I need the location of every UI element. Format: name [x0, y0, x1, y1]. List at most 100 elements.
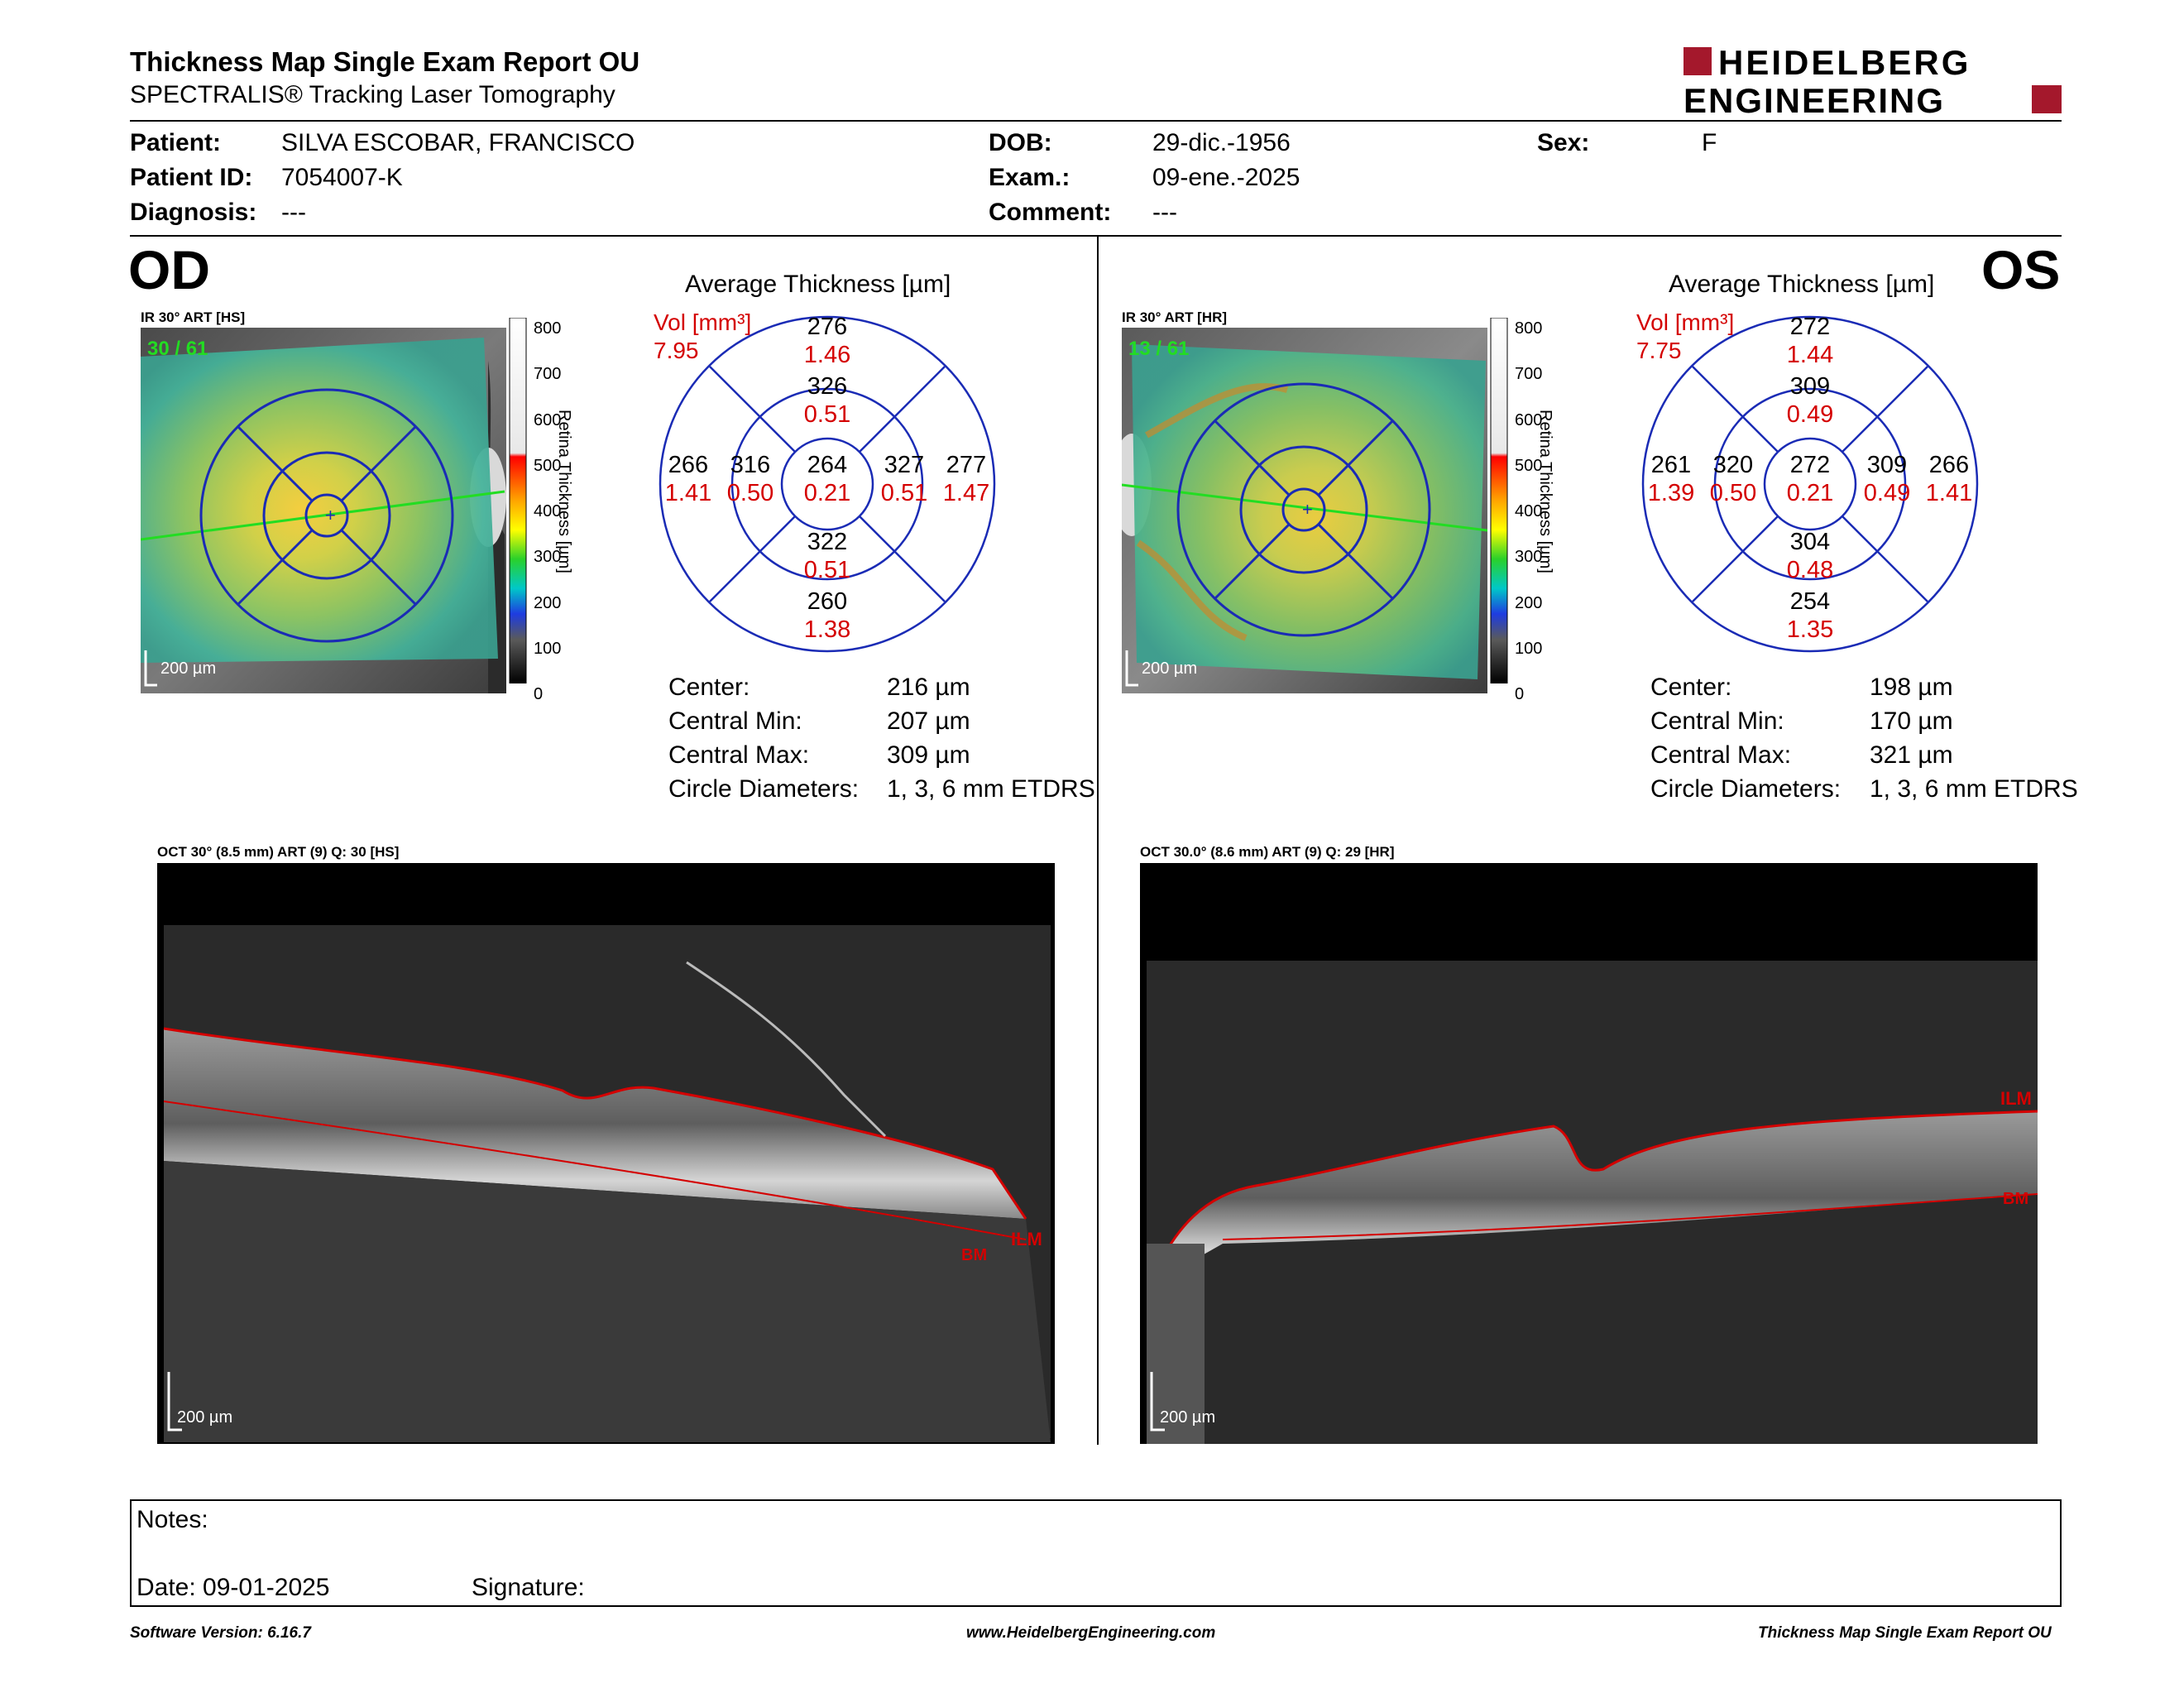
sector-outer-inf-os: 254 1.35	[1785, 587, 1835, 644]
volume-value: 0.21	[1786, 480, 1834, 506]
stat-label: Center:	[668, 674, 750, 701]
sector-center-od: 264 0.21	[801, 451, 854, 507]
eye-label-od: OD	[128, 239, 210, 300]
dob-value: 29-dic.-1956	[1152, 129, 1291, 156]
thickness-value: 326	[807, 373, 848, 400]
notes-box[interactable]: Notes: Date: 09-01-2025 Signature:	[130, 1499, 2062, 1607]
stat-label: Central Min:	[1650, 707, 1784, 735]
sector-outer-nas-od: 266 1.41	[662, 451, 715, 507]
sex-value: F	[1702, 129, 1717, 156]
etdrs-grid-od	[658, 314, 997, 654]
thickness-value: 272	[1789, 314, 1831, 340]
oct-scalebar-os: 200 µm	[1160, 1408, 1215, 1427]
colorbar-tick: 600	[534, 410, 562, 429]
volume-value: 0.51	[803, 557, 851, 583]
thickness-value: 260	[807, 588, 848, 615]
colorbar-tick: 800	[534, 319, 562, 338]
stat-value: 170 µm	[1870, 707, 1953, 735]
report-name-footer: Thickness Map Single Exam Report OU	[1758, 1624, 2052, 1642]
stats-labels-os: Center: Central Min: Central Max: Circle…	[1650, 670, 1841, 806]
stat-label: Central Max:	[668, 741, 810, 769]
vol-total-os: 7.75	[1636, 338, 1682, 363]
colorbar-tick: 0	[534, 685, 544, 704]
stats-values-od: 216 µm 207 µm 309 µm 1, 3, 6 mm ETDRS	[887, 670, 1095, 806]
thickness-value: 277	[946, 452, 987, 478]
colorbar-tick: 600	[1515, 410, 1543, 429]
stat-value: 1, 3, 6 mm ETDRS	[887, 775, 1095, 803]
colorbar-tick: 300	[534, 548, 562, 567]
volume-value: 1.46	[803, 342, 851, 368]
sector-inner-tmp-os: 309 0.49	[1861, 451, 1913, 507]
oct-caption-os: OCT 30.0° (8.6 mm) ART (9) Q: 29 [HR]	[1140, 844, 1395, 860]
ir-caption-od: IR 30° ART [HS]	[141, 309, 246, 325]
colorbar-od	[508, 317, 529, 684]
thickness-value: 266	[668, 452, 709, 478]
patient-name: SILVA ESCOBAR, FRANCISCO	[281, 129, 635, 156]
colorbar-tick: 800	[1515, 319, 1543, 338]
avg-title-os: Average Thickness [µm]	[1669, 271, 1935, 298]
scalebar-label-od: 200 µm	[160, 659, 216, 678]
oct-caption-od: OCT 30° (8.5 mm) ART (9) Q: 30 [HS]	[157, 844, 400, 860]
report-subtitle: SPECTRALIS® Tracking Laser Tomography	[130, 81, 615, 108]
colorbar-tick: 100	[1515, 640, 1543, 659]
vol-total-od: 7.95	[654, 338, 699, 363]
diagnosis-label: Diagnosis:	[130, 199, 257, 226]
colorbar-ticks-os: 800 700 600 500 400 300 200 100 0	[1515, 306, 1542, 718]
colorbar-tick: 300	[1515, 548, 1543, 567]
sex-label: Sex:	[1537, 129, 1590, 156]
sector-inner-sup-os: 309 0.49	[1785, 372, 1835, 429]
sector-inner-inf-os: 304 0.48	[1785, 528, 1835, 584]
patient-id: 7054007-K	[281, 164, 403, 191]
heidelberg-logo: HEIDELBERG ENGINEERING	[1684, 43, 2064, 120]
heidelberg-logo-mark: HEIDELBERG ENGINEERING	[1684, 43, 2062, 120]
logo-text-1: HEIDELBERG	[1718, 46, 1971, 82]
svg-text:+: +	[1302, 499, 1313, 520]
volume-value: 0.49	[1786, 401, 1834, 428]
colorbar-tick: 500	[534, 456, 562, 475]
sector-outer-sup-os: 272 1.44	[1785, 313, 1835, 369]
patient-label: Patient:	[130, 129, 222, 156]
stat-label: Central Max:	[1650, 741, 1792, 769]
sector-inner-inf-od: 322 0.51	[802, 528, 852, 584]
sector-inner-nas-os: 320 0.50	[1707, 451, 1760, 507]
date-label: Date: 09-01-2025	[136, 1574, 330, 1601]
bm-label-od: BM	[961, 1246, 987, 1264]
colorbar-label-od: Retina Thickness [µm]	[555, 410, 573, 573]
sector-outer-nas-os: 261 1.39	[1645, 451, 1698, 507]
svg-text:+: +	[325, 505, 336, 525]
sector-outer-inf-od: 260 1.38	[802, 587, 852, 644]
volume-value: 1.41	[1925, 480, 1973, 506]
volume-value: 0.49	[1863, 480, 1911, 506]
etdrs-grid-os	[1640, 314, 1980, 654]
thickness-value: 272	[1789, 452, 1831, 478]
vol-label-os: Vol [mm³]	[1636, 309, 1735, 335]
volume-value: 0.48	[1786, 557, 1834, 583]
sector-outer-tmp-os: 266 1.41	[1923, 451, 1976, 507]
stat-label: Circle Diameters:	[1650, 775, 1842, 803]
volume-value: 1.41	[664, 480, 712, 506]
thickness-value: 261	[1650, 452, 1692, 478]
volume-value: 1.47	[942, 480, 990, 506]
report-title: Thickness Map Single Exam Report OU	[130, 46, 640, 77]
eye-label-os: OS	[1981, 239, 2061, 300]
thickness-value: 320	[1712, 452, 1754, 478]
thickness-map-os: + 13 / 61 200 µm	[1112, 328, 1488, 693]
stat-value: 309 µm	[887, 741, 970, 769]
comment-value: ---	[1152, 199, 1177, 226]
volume-value: 0.51	[880, 480, 928, 506]
volume-value: 0.50	[1709, 480, 1757, 506]
stat-value: 198 µm	[1870, 674, 1953, 701]
scalebar-label-os: 200 µm	[1142, 659, 1197, 678]
colorbar-tick: 200	[1515, 593, 1543, 612]
signature-label: Signature:	[472, 1574, 585, 1601]
frame-count-os: 13 / 61	[1128, 338, 1189, 360]
colorbar-tick: 700	[1515, 365, 1543, 384]
colorbar-tick: 400	[1515, 502, 1543, 521]
oct-scan-od: ILM BM 200 µm	[157, 863, 1055, 1444]
stat-label: Central Min:	[668, 707, 802, 735]
ir-caption-os: IR 30° ART [HR]	[1122, 309, 1228, 325]
website-link[interactable]: www.HeidelbergEngineering.com	[966, 1624, 1216, 1642]
sector-outer-sup-od: 276 1.46	[802, 313, 852, 369]
thickness-value: 276	[807, 314, 848, 340]
stat-value: 321 µm	[1870, 741, 1953, 769]
